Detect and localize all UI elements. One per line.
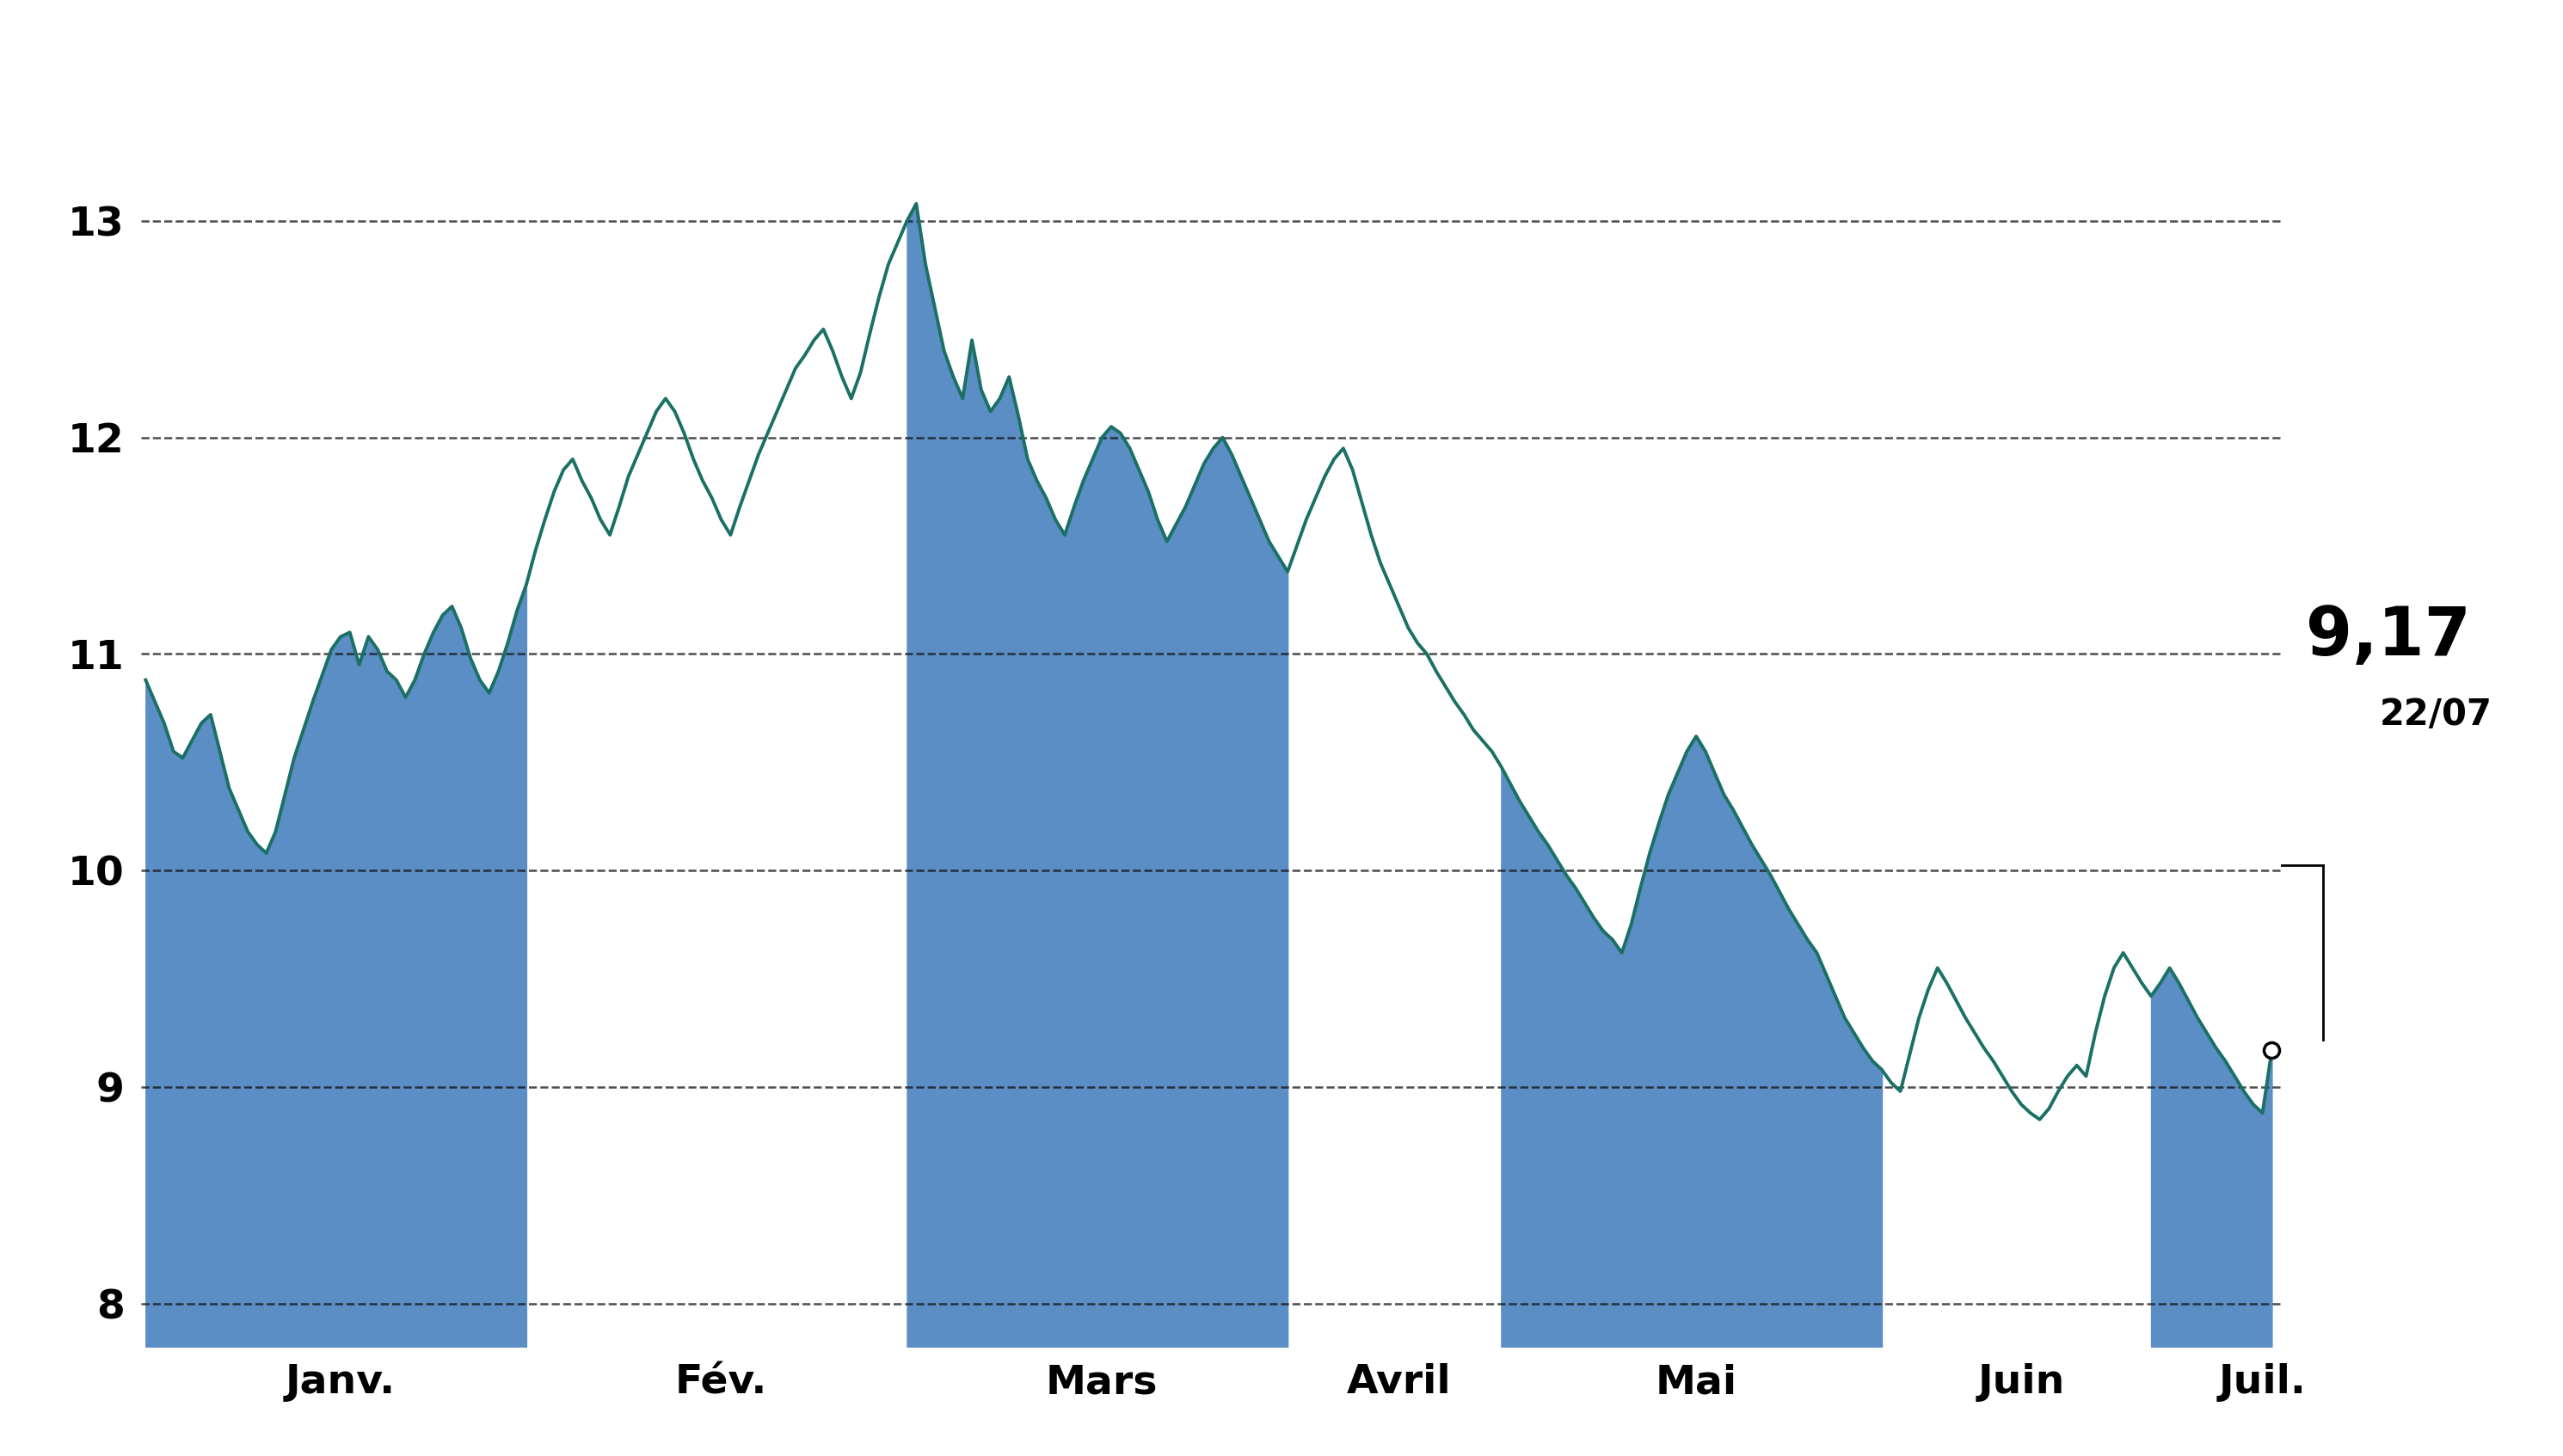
- Text: 9,17: 9,17: [2307, 604, 2471, 670]
- Text: 22/07: 22/07: [2381, 696, 2491, 732]
- Text: OPMOBILITY: OPMOBILITY: [941, 10, 1622, 105]
